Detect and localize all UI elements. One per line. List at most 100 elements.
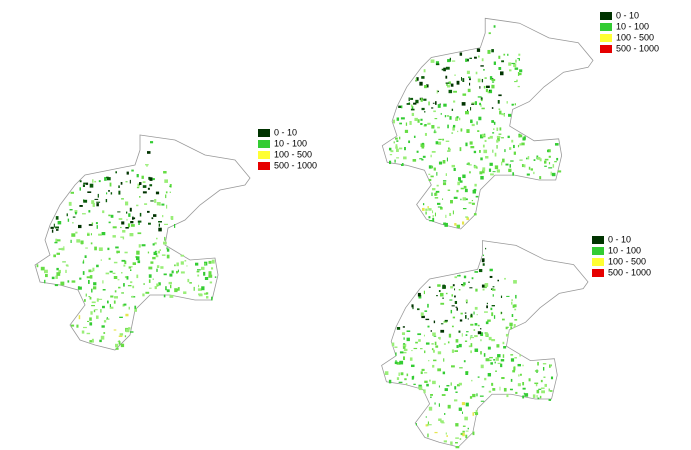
land-patch bbox=[503, 53, 506, 56]
land-patch bbox=[452, 210, 454, 215]
land-patch bbox=[489, 89, 491, 92]
land-patch bbox=[166, 289, 169, 291]
land-patch bbox=[461, 402, 466, 406]
land-patch bbox=[441, 198, 444, 200]
land-patch bbox=[432, 349, 435, 353]
land-patch bbox=[177, 287, 180, 291]
land-patch bbox=[530, 168, 534, 171]
land-patch bbox=[433, 167, 436, 171]
land-patch bbox=[180, 254, 185, 257]
land-patch bbox=[424, 132, 427, 136]
land-patch bbox=[507, 135, 510, 139]
land-patch bbox=[423, 290, 425, 295]
land-patch bbox=[120, 343, 125, 348]
land-patch bbox=[442, 160, 446, 164]
land-patch bbox=[437, 206, 442, 208]
land-patch bbox=[502, 158, 505, 163]
land-patch bbox=[89, 275, 93, 279]
land-patch bbox=[497, 362, 502, 365]
land-patch bbox=[549, 390, 553, 392]
land-patch bbox=[118, 218, 123, 220]
land-patch bbox=[396, 157, 400, 159]
land-patch bbox=[438, 138, 442, 141]
land-patch bbox=[511, 103, 514, 106]
land-patch bbox=[115, 296, 118, 299]
land-patch bbox=[56, 239, 61, 242]
land-patch bbox=[495, 370, 497, 372]
land-patch bbox=[501, 137, 504, 139]
land-patch bbox=[522, 387, 526, 390]
legend-swatch bbox=[592, 258, 604, 266]
land-patch bbox=[522, 395, 525, 399]
land-patch bbox=[396, 148, 399, 152]
land-patch bbox=[481, 107, 485, 110]
land-patch bbox=[115, 343, 119, 348]
land-patch bbox=[447, 124, 449, 129]
land-patch bbox=[76, 239, 81, 243]
land-patch bbox=[544, 160, 547, 164]
land-patch bbox=[469, 82, 471, 86]
land-patch bbox=[170, 216, 174, 220]
land-patch bbox=[66, 213, 68, 217]
land-patch bbox=[105, 199, 108, 203]
land-patch bbox=[485, 247, 487, 250]
land-patch bbox=[506, 295, 510, 297]
land-patch bbox=[556, 157, 559, 161]
land-patch bbox=[392, 119, 396, 124]
land-patch bbox=[509, 69, 512, 72]
land-patch bbox=[500, 295, 503, 299]
land-patch bbox=[484, 311, 488, 313]
land-patch bbox=[431, 165, 434, 169]
land-patch bbox=[462, 425, 466, 427]
land-patch bbox=[91, 200, 95, 204]
land-patch bbox=[106, 317, 108, 319]
land-patch bbox=[447, 150, 451, 152]
land-patch bbox=[427, 433, 429, 438]
land-patch bbox=[477, 376, 480, 378]
land-patch bbox=[445, 292, 448, 295]
land-patch bbox=[145, 291, 150, 294]
land-patch bbox=[82, 261, 85, 264]
land-patch bbox=[432, 364, 435, 368]
land-patch bbox=[444, 413, 446, 415]
land-patch bbox=[452, 126, 455, 131]
land-patch bbox=[479, 171, 483, 175]
land-patch bbox=[109, 304, 111, 307]
land-patch bbox=[504, 149, 506, 153]
land-patch bbox=[451, 132, 454, 134]
land-patch bbox=[429, 379, 431, 382]
land-patch bbox=[470, 323, 474, 326]
land-patch bbox=[471, 277, 474, 280]
land-patch bbox=[476, 121, 478, 125]
land-patch bbox=[501, 312, 503, 314]
land-patch bbox=[428, 173, 431, 175]
land-patch bbox=[444, 222, 448, 227]
land-patch bbox=[166, 254, 170, 259]
land-patch bbox=[406, 330, 411, 332]
land-patch bbox=[454, 386, 457, 390]
land-patch bbox=[528, 166, 531, 170]
land-patch bbox=[203, 271, 206, 276]
land-patch bbox=[156, 283, 160, 286]
land-patch bbox=[89, 322, 93, 326]
land-patch bbox=[513, 144, 515, 149]
land-patch bbox=[150, 141, 154, 144]
land-patch bbox=[119, 333, 124, 336]
land-patch bbox=[106, 176, 109, 179]
land-patch bbox=[108, 221, 111, 224]
land-patch bbox=[492, 286, 495, 288]
region-outline bbox=[34, 134, 251, 351]
land-patch bbox=[480, 175, 484, 180]
land-patch bbox=[494, 165, 499, 170]
land-patch bbox=[433, 335, 437, 337]
land-patch bbox=[483, 133, 486, 136]
land-patch bbox=[446, 83, 448, 86]
land-patch bbox=[428, 165, 432, 169]
land-patch bbox=[428, 178, 432, 181]
land-patch bbox=[120, 182, 123, 185]
land-patch bbox=[197, 288, 202, 291]
land-patch bbox=[484, 139, 487, 142]
land-patch bbox=[118, 185, 120, 188]
land-patch bbox=[479, 86, 481, 89]
land-patch bbox=[437, 351, 442, 355]
